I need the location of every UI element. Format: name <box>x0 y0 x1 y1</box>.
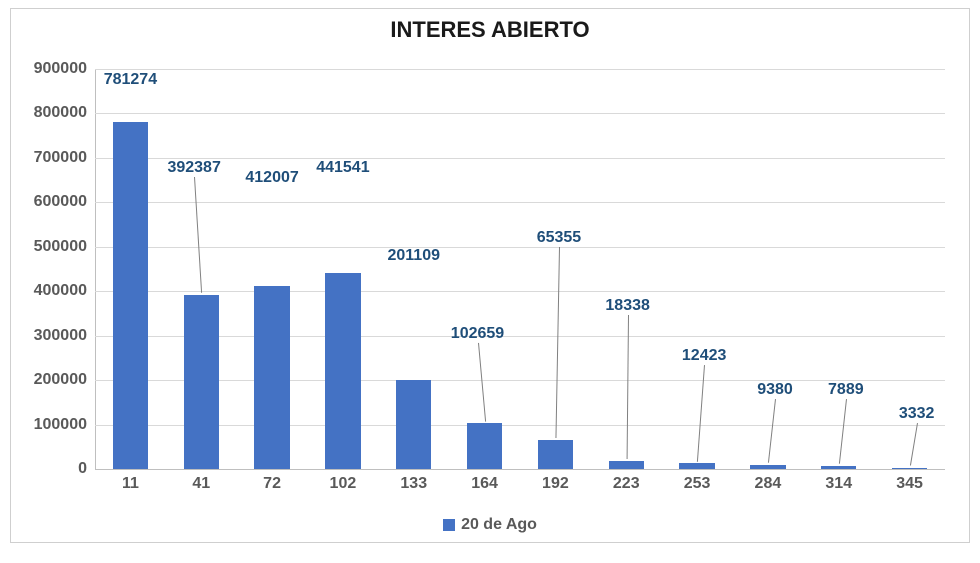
xtick-label: 192 <box>542 475 569 493</box>
chart-container: INTERES ABIERTO 010000020000030000040000… <box>10 8 970 543</box>
bar <box>750 465 785 469</box>
gridline <box>95 202 945 203</box>
bar <box>892 468 927 469</box>
bar <box>679 463 714 469</box>
xtick-label: 284 <box>755 475 782 493</box>
data-label: 412007 <box>245 169 298 187</box>
xtick-label: 133 <box>400 475 427 493</box>
data-label: 102659 <box>451 325 504 343</box>
legend: 20 de Ago <box>11 516 969 536</box>
leader-line <box>555 247 560 438</box>
data-label: 201109 <box>387 247 440 265</box>
ytick-label: 300000 <box>34 327 87 345</box>
ytick-label: 200000 <box>34 371 87 389</box>
data-label: 3332 <box>899 405 935 423</box>
xtick-label: 164 <box>471 475 498 493</box>
data-label: 392387 <box>167 159 220 177</box>
data-label: 7889 <box>828 381 864 399</box>
xtick-label: 72 <box>263 475 281 493</box>
bar <box>821 466 856 470</box>
leader-line <box>910 423 918 466</box>
bar <box>184 295 219 469</box>
data-label: 9380 <box>757 381 793 399</box>
plot-area: 0100000200000300000400000500000600000700… <box>95 69 945 469</box>
gridline <box>95 247 945 248</box>
xtick-label: 41 <box>192 475 210 493</box>
xtick-label: 253 <box>684 475 711 493</box>
data-label: 441541 <box>316 159 369 177</box>
ytick-label: 700000 <box>34 149 87 167</box>
data-label: 65355 <box>537 229 582 247</box>
bar <box>467 423 502 469</box>
leader-line <box>194 177 202 293</box>
legend-swatch <box>443 519 455 531</box>
leader-line <box>478 343 486 421</box>
bar <box>254 286 289 469</box>
gridline <box>95 113 945 114</box>
leader-line <box>839 399 847 464</box>
data-label: 781274 <box>104 71 157 89</box>
legend-label: 20 de Ago <box>461 516 537 534</box>
data-label: 12423 <box>682 347 727 365</box>
gridline <box>95 336 945 337</box>
ytick-label: 400000 <box>34 282 87 300</box>
gridline <box>95 69 945 70</box>
gridline <box>95 380 945 381</box>
bar <box>396 380 431 469</box>
chart-title: INTERES ABIERTO <box>11 17 969 43</box>
ytick-label: 100000 <box>34 416 87 434</box>
ytick-label: 800000 <box>34 104 87 122</box>
ytick-label: 500000 <box>34 238 87 256</box>
gridline <box>95 425 945 426</box>
ytick-label: 900000 <box>34 60 87 78</box>
ytick-label: 0 <box>78 460 87 478</box>
gridline <box>95 291 945 292</box>
xtick-label: 314 <box>825 475 852 493</box>
y-axis-line <box>95 69 96 469</box>
bar <box>325 273 360 469</box>
leader-line <box>768 399 776 463</box>
xtick-label: 11 <box>122 475 139 493</box>
xtick-label: 223 <box>613 475 640 493</box>
xtick-label: 102 <box>330 475 357 493</box>
xtick-label: 345 <box>896 475 923 493</box>
gridline <box>95 158 945 159</box>
legend-item: 20 de Ago <box>443 516 537 534</box>
data-label: 18338 <box>605 297 650 315</box>
bar <box>538 440 573 469</box>
ytick-label: 600000 <box>34 193 87 211</box>
bar <box>609 461 644 469</box>
bar <box>113 122 148 469</box>
gridline <box>95 469 945 470</box>
